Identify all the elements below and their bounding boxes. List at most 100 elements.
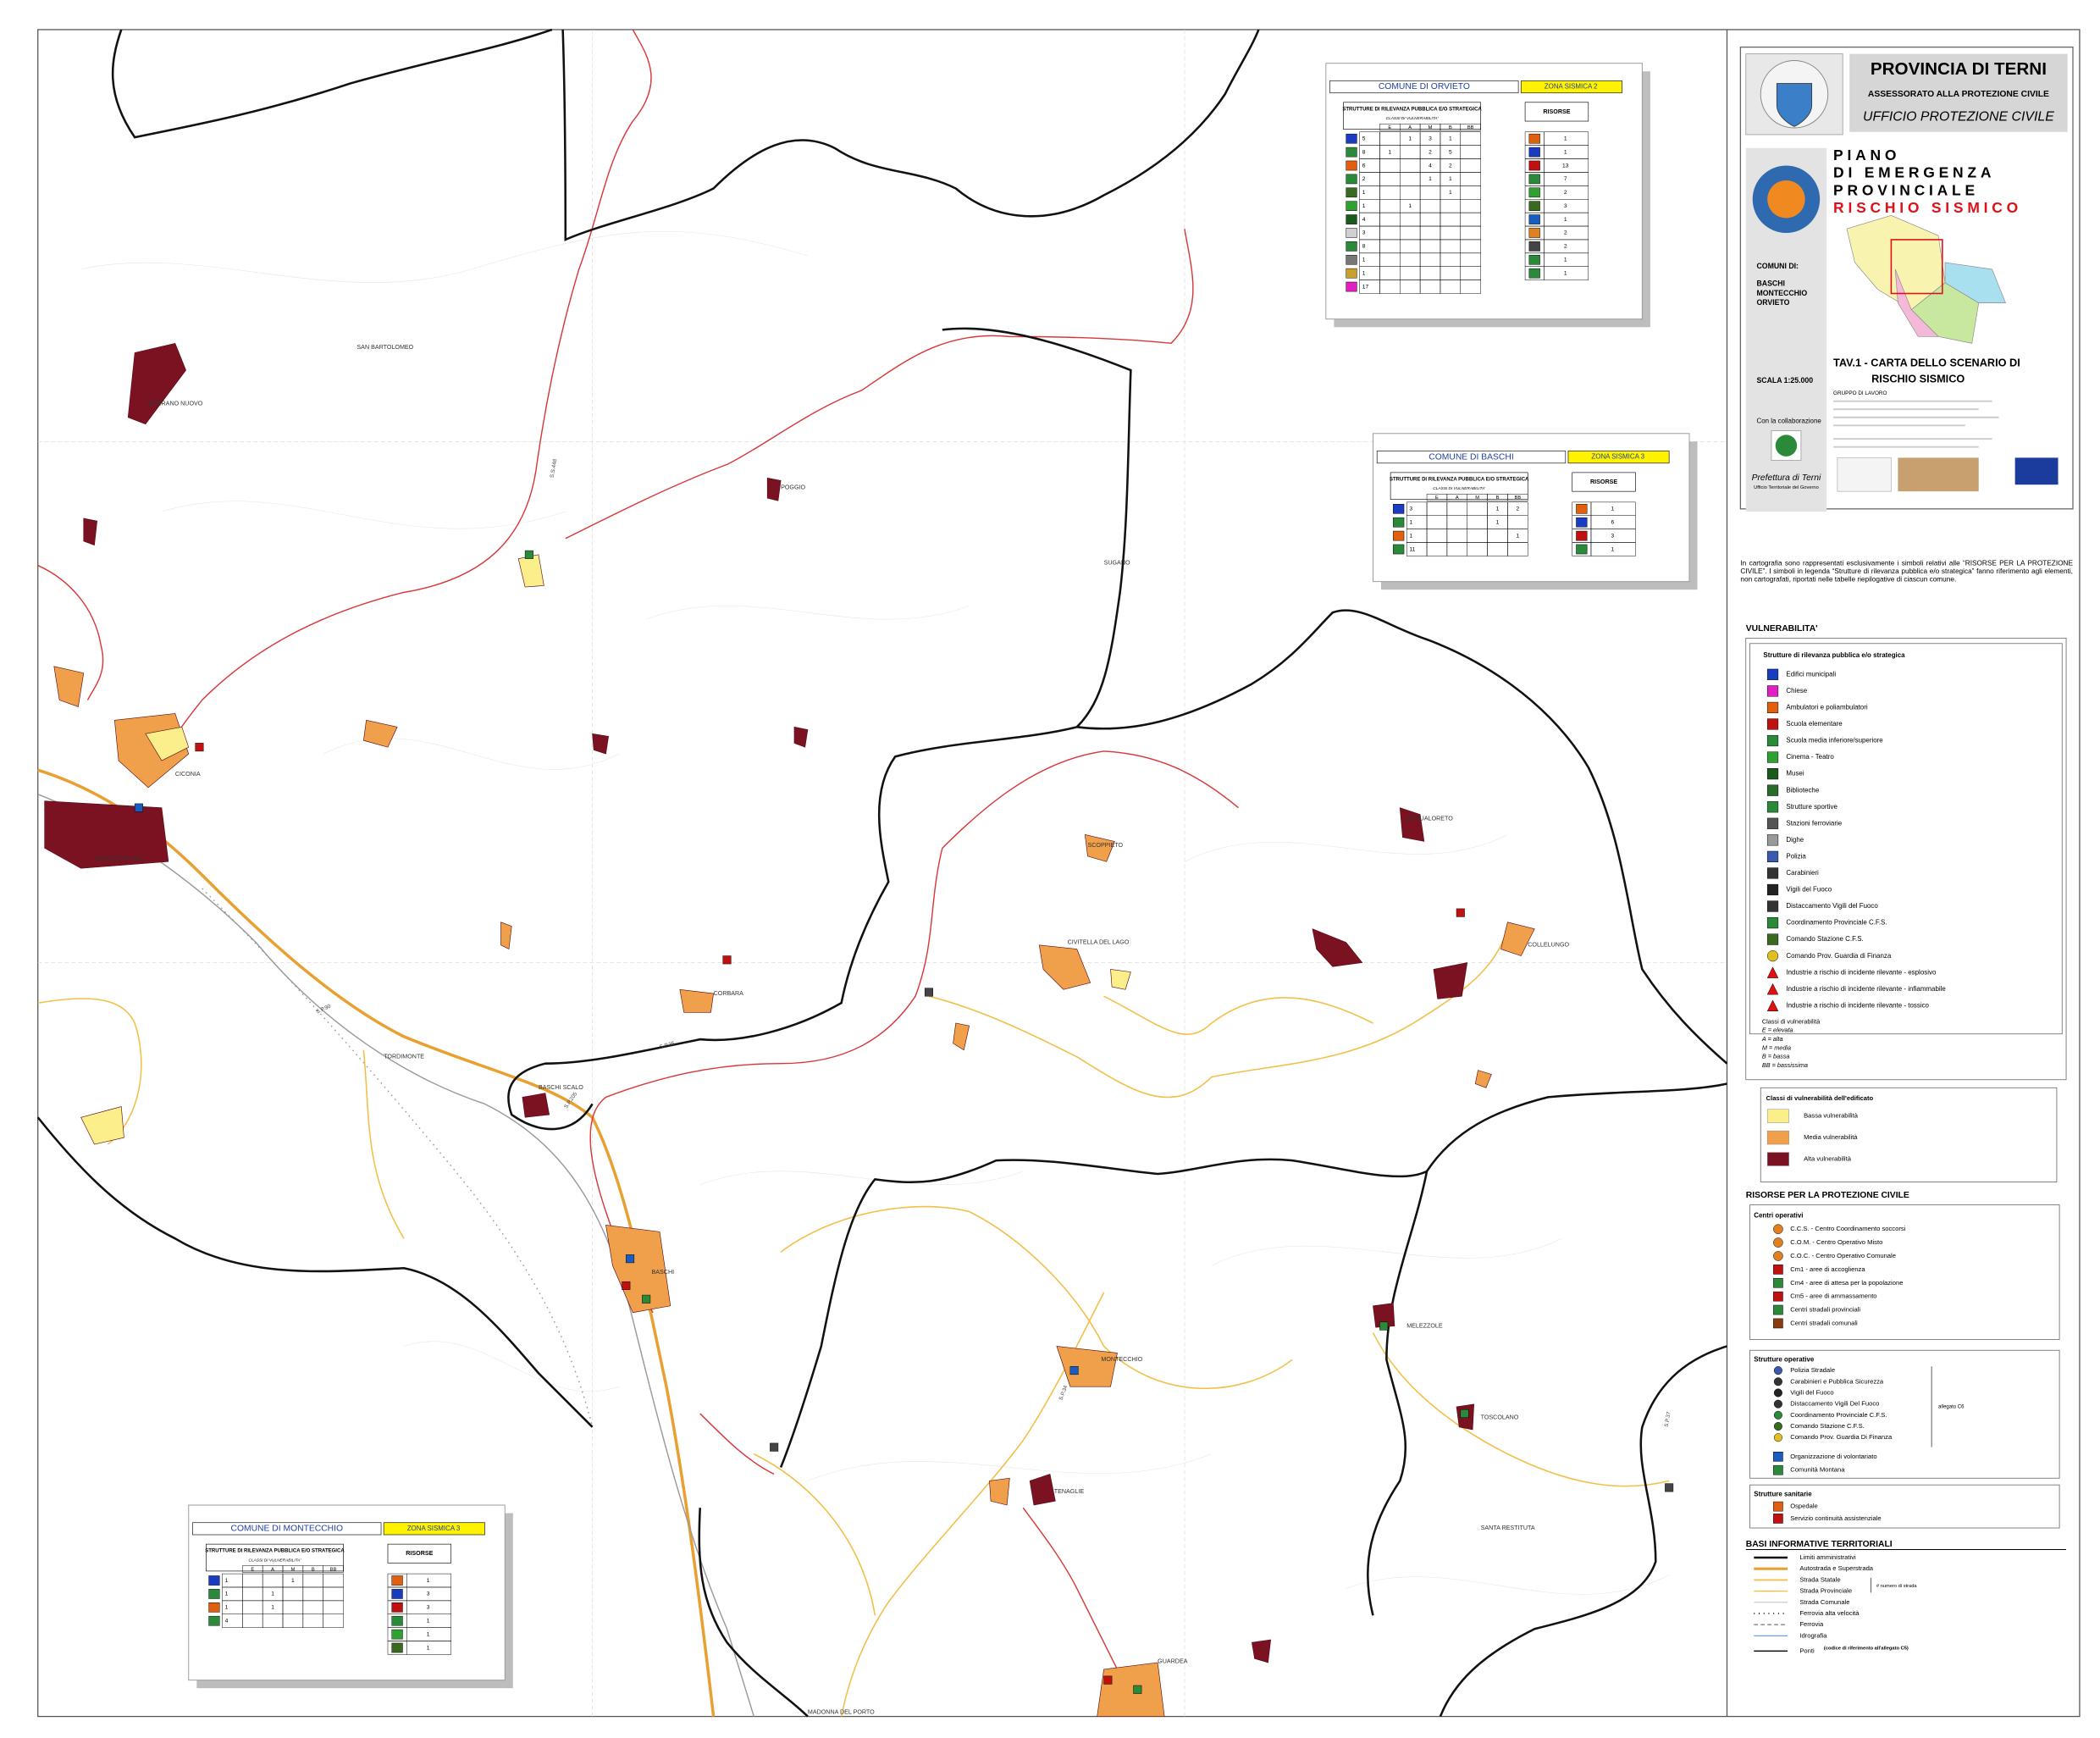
legend-icon <box>1766 966 1779 978</box>
res-icon <box>1528 254 1540 265</box>
legend-icon <box>1766 950 1779 962</box>
legend-text: Comando Prov. Guardia Di Finanza <box>1790 1433 1893 1441</box>
cell-value: 1 <box>225 1578 229 1584</box>
legend-text: Cm1 - aree di accoglienza <box>1790 1265 1865 1273</box>
legend-text: Strutture sanitarie <box>1754 1490 1812 1497</box>
road-label: S.P.37 <box>1664 1411 1672 1428</box>
legend-box <box>1749 1204 2060 1340</box>
risorse-value: 1 <box>1564 217 1567 223</box>
place-label: BASCHI <box>652 1269 675 1276</box>
risorse-value: 3 <box>427 1605 430 1611</box>
legend-box <box>1749 1484 2060 1529</box>
legend-text: Scuola media inferiore/superiore <box>1786 737 1883 744</box>
res-icon <box>1528 228 1540 238</box>
legend-text: Organizzazione di volontariato <box>1790 1453 1876 1460</box>
cell-value: 11 <box>1409 546 1415 552</box>
risorse-head <box>387 1543 452 1564</box>
row-icon <box>1346 228 1357 238</box>
classes-title: CLASSI DI VULNERABILITA' <box>1386 116 1440 121</box>
comune: BASCHI <box>1756 280 1784 288</box>
legend-text: Classi di vulnerabilità dell'edificato <box>1766 1094 1874 1102</box>
cell-value: 1 <box>225 1591 229 1597</box>
zona-header <box>1520 80 1622 94</box>
legend-text: Ospedale <box>1790 1503 1818 1510</box>
cell-value: 1 <box>1362 270 1366 276</box>
comune: ORVIETO <box>1756 298 1789 307</box>
table-head <box>1390 472 1528 501</box>
place-label: SUGANO <box>1104 559 1130 566</box>
col-label: A <box>1408 125 1412 130</box>
cell-value: 1 <box>1388 149 1391 155</box>
legend-icon <box>1766 933 1779 945</box>
map-symbol <box>1379 1321 1389 1331</box>
risorse-value: 1 <box>1564 257 1567 263</box>
legend-icon <box>1773 1304 1783 1315</box>
province: PROVINCIA DI TERNI <box>1871 59 2047 79</box>
road-label: S.S.448 <box>550 458 559 479</box>
legend-text: Stazioni ferroviarie <box>1786 819 1842 827</box>
legend-text: M = media <box>1762 1043 1791 1051</box>
cell-value: 1 <box>225 1605 229 1611</box>
cell <box>323 1613 344 1628</box>
cell-value: 5 <box>1362 136 1366 141</box>
legend-text: Carabinieri <box>1786 869 1819 877</box>
map-symbol <box>626 1254 635 1264</box>
plan-line: DI EMERGENZA <box>1833 164 1995 181</box>
legend: VULNERABILITA' Strutture di rilevanza pub… <box>1745 624 2067 1654</box>
comune-header <box>192 1522 382 1536</box>
legend-icon <box>1766 982 1779 995</box>
legend-text: Musei <box>1786 770 1804 778</box>
row-icon <box>208 1589 220 1599</box>
risk: RISCHIO SISMICO <box>1833 199 2022 216</box>
group: GRUPPO DI LAVORO <box>1833 390 1887 396</box>
legend-text: C.O.C. - Centro Operativo Comunale <box>1790 1252 1896 1259</box>
legend-icon <box>1766 768 1779 780</box>
legend-icon <box>1766 701 1779 714</box>
legend-text: Industrie a rischio di incidente rilevan… <box>1786 968 1937 976</box>
legend-text: Polizia Stradale <box>1790 1366 1835 1374</box>
cell-value: 4 <box>1362 217 1366 223</box>
cell-value: 3 <box>1409 506 1412 512</box>
place-label: ACQUALORETO <box>1406 815 1453 822</box>
cell-value: 1 <box>271 1605 274 1611</box>
place-label: BORRANO NUOVO <box>148 401 203 407</box>
legend-icon <box>1773 1265 1783 1275</box>
place-label: CORBARA <box>714 990 744 997</box>
row-icon <box>1393 530 1405 541</box>
cell <box>1590 542 1636 556</box>
col-label: E <box>1435 495 1439 501</box>
risorse-value: 2 <box>1564 230 1567 236</box>
legend-icon <box>1766 883 1779 896</box>
res-icon <box>1576 504 1588 514</box>
title-block: PROVINCIA DI TERNI ASSESSORATO ALLA PROT… <box>1739 46 2074 585</box>
cell-value: 1 <box>1362 257 1366 263</box>
res-icon <box>1576 530 1588 541</box>
legend-box <box>1749 1349 2060 1479</box>
cell-value: 1 <box>1516 533 1519 539</box>
cell-value: 1 <box>1496 506 1500 512</box>
sheet-border <box>37 29 2081 1718</box>
legend-text: RISORSE PER LA PROTEZIONE CIVILE <box>1746 1191 1909 1200</box>
risorse-head <box>1524 102 1589 122</box>
legend-text: Ambulatori e poliambulatori <box>1786 704 1867 711</box>
legend-icon <box>1766 916 1779 929</box>
legend-icon <box>1773 1422 1782 1431</box>
risorse-value: 1 <box>1564 270 1567 276</box>
legend-text: Chiese <box>1786 687 1807 695</box>
risorse-title: RISORSE <box>406 1550 433 1557</box>
comune: MONTECCHIO <box>1756 289 1807 297</box>
col-label: B <box>1496 495 1500 501</box>
cell-value: 1 <box>1409 519 1412 525</box>
map-symbol <box>1665 1483 1674 1492</box>
sheet-title: RISCHIO SISMICO <box>1871 373 1965 385</box>
plan-line: PIANO <box>1833 147 1900 163</box>
legend-icon <box>1773 1501 1783 1512</box>
legend-icon <box>1773 1464 1783 1475</box>
legend-text: Servizio continuità assistenziale <box>1790 1514 1881 1522</box>
comuni-label: COMUNI DI: <box>1756 262 1799 270</box>
legend-text: Distaccamento Vigili del Fuoco <box>1786 902 1878 910</box>
legend-text: VULNERABILITA' <box>1746 624 1818 634</box>
col-label: B <box>1449 125 1452 130</box>
legend-box <box>1749 643 2063 1035</box>
cell-value: 8 <box>1362 244 1366 250</box>
